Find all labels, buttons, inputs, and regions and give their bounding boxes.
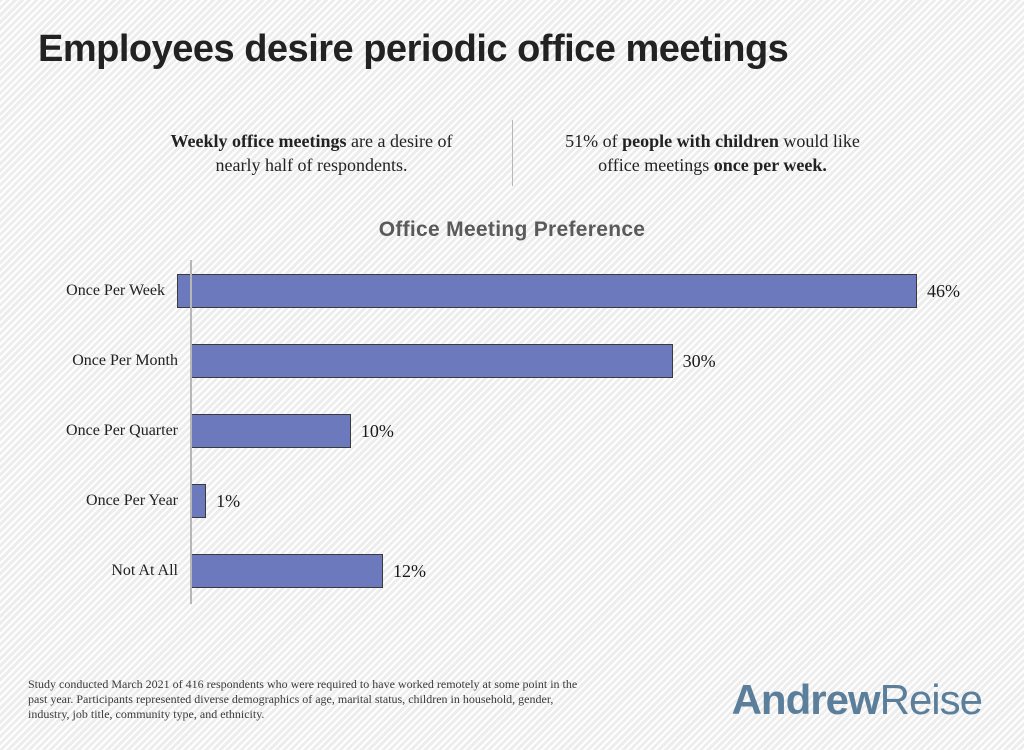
bar <box>190 484 206 518</box>
bar-label: Once Per Quarter <box>60 422 190 440</box>
callout-right-bold1: people with children <box>622 131 779 151</box>
bar <box>177 274 917 308</box>
chart-axis <box>190 260 192 604</box>
callout-right-mid: would like <box>779 131 860 151</box>
chart-row: Once Per Week 46% <box>60 256 960 326</box>
callout-divider <box>512 120 513 186</box>
callouts-row: Weekly office meetings are a desire of n… <box>0 120 1024 186</box>
bar-wrap: 10% <box>190 414 960 448</box>
callout-left: Weekly office meetings are a desire of n… <box>142 129 482 178</box>
callout-right-pre: 51% of <box>565 131 622 151</box>
chart-row: Not At All 12% <box>60 536 960 606</box>
callout-left-bold: Weekly office meetings <box>171 131 347 151</box>
bar-wrap: 1% <box>190 484 960 518</box>
chart-row: Once Per Month 30% <box>60 326 960 396</box>
callout-right-line2-bold: once per week. <box>714 155 827 175</box>
bar-value: 1% <box>216 491 240 512</box>
chart-title: Office Meeting Preference <box>0 218 1024 242</box>
chart-row: Once Per Quarter 10% <box>60 396 960 466</box>
callout-left-line2: nearly half of respondents. <box>216 155 408 175</box>
bar-value: 12% <box>393 561 426 582</box>
chart-row: Once Per Year 1% <box>60 466 960 536</box>
page-title: Employees desire periodic office meeting… <box>38 28 788 71</box>
bar-label: Once Per Year <box>60 492 190 510</box>
callout-right-line2-pre: office meetings <box>598 155 714 175</box>
bar-value: 10% <box>361 421 394 442</box>
brand-part1: Andrew <box>732 676 880 723</box>
bar <box>190 414 351 448</box>
bar-wrap: 46% <box>177 274 960 308</box>
callout-right: 51% of people with children would like o… <box>543 129 883 178</box>
bar-wrap: 30% <box>190 344 960 378</box>
footnote: Study conducted March 2021 of 416 respon… <box>28 677 588 722</box>
bar <box>190 344 673 378</box>
bar <box>190 554 383 588</box>
bar-label: Once Per Month <box>60 352 190 370</box>
callout-left-rest1: are a desire of <box>347 131 453 151</box>
bar-label: Once Per Week <box>60 282 177 300</box>
bar-chart: Once Per Week46%Once Per Month30%Once Pe… <box>60 256 960 606</box>
bar-wrap: 12% <box>190 554 960 588</box>
brand-part2: Reise <box>880 676 982 723</box>
bar-value: 30% <box>683 351 716 372</box>
bar-value: 46% <box>927 281 960 302</box>
brand-logo: AndrewReise <box>732 676 982 724</box>
bar-label: Not At All <box>60 562 190 580</box>
